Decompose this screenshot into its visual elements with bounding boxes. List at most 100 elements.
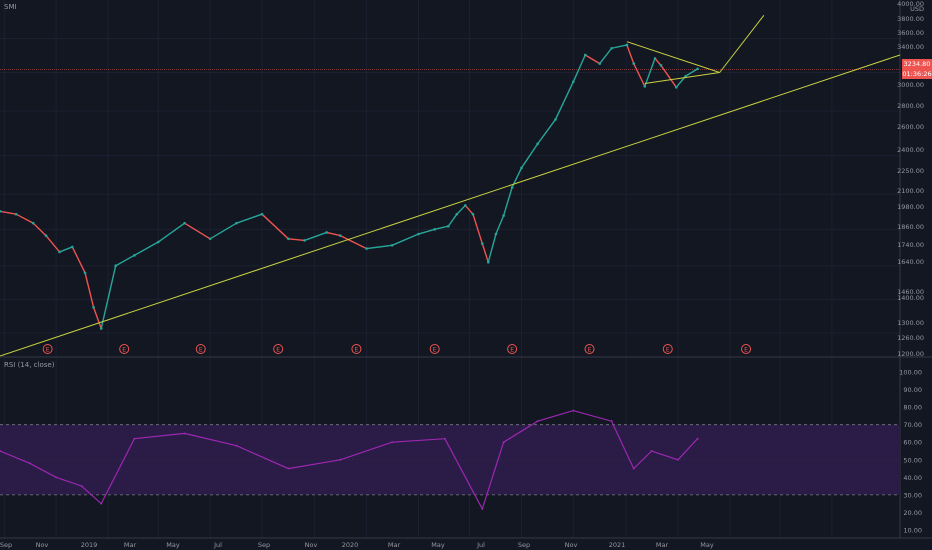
earnings-marker[interactable] xyxy=(429,344,440,354)
price-point xyxy=(494,232,498,236)
earnings-marker[interactable] xyxy=(273,344,284,354)
rsi-point xyxy=(481,507,484,510)
price-point xyxy=(632,62,636,65)
rsi-point xyxy=(28,462,31,465)
time-axis-label: 2020 xyxy=(342,541,359,549)
rsi-indicator-label[interactable]: RSI (14, close) xyxy=(4,361,55,369)
earnings-marker[interactable] xyxy=(584,344,595,354)
rsi-point xyxy=(443,437,446,440)
earnings-marker[interactable] xyxy=(351,344,362,354)
price-point xyxy=(325,231,328,234)
price-segment xyxy=(84,272,95,308)
price-point xyxy=(583,53,587,57)
price-point xyxy=(0,209,2,213)
time-axis-label: Nov xyxy=(305,541,318,549)
rsi-point xyxy=(287,467,290,470)
price-segment xyxy=(115,254,135,267)
price-point xyxy=(643,85,647,88)
price-segment xyxy=(572,54,586,82)
time-axis-label: Sep xyxy=(258,541,270,549)
trendline-triangle-upper[interactable] xyxy=(626,41,720,73)
earnings-marker[interactable] xyxy=(507,344,518,354)
rsi-point xyxy=(696,437,699,440)
rsi-axis-label: 40.00 xyxy=(903,474,922,482)
price-point xyxy=(610,46,613,50)
price-segment xyxy=(584,54,601,65)
price-segment xyxy=(537,119,557,145)
price-segment xyxy=(261,213,289,240)
price-axis-label: 2800.00 xyxy=(897,102,924,110)
price-point xyxy=(696,67,699,71)
earnings-marker-label: E xyxy=(433,347,437,354)
earnings-marker[interactable] xyxy=(119,344,130,354)
price-segment xyxy=(304,231,327,242)
price-segment xyxy=(209,222,237,240)
price-point xyxy=(502,214,505,217)
earnings-marker[interactable] xyxy=(195,344,206,354)
rsi-point xyxy=(80,485,83,488)
price-axis-label: 1980.00 xyxy=(897,203,924,211)
rsi-axis-label: 60.00 xyxy=(903,439,922,447)
earnings-marker-label: E xyxy=(744,347,748,354)
price-segment xyxy=(487,233,497,263)
price-segment xyxy=(134,241,159,256)
price-point xyxy=(208,237,212,241)
price-point xyxy=(99,327,103,330)
price-point xyxy=(156,240,160,244)
trendline-long-term-support[interactable] xyxy=(0,54,901,357)
price-segment xyxy=(626,44,635,64)
price-segment xyxy=(71,246,86,274)
price-segment xyxy=(495,215,505,235)
rsi-point xyxy=(572,409,575,412)
price-axis-label: 2250.00 xyxy=(897,167,924,175)
rsi-axis-label: 100.00 xyxy=(899,369,922,377)
price-segment xyxy=(434,225,449,231)
price-segment xyxy=(236,213,263,224)
price-segment xyxy=(481,243,489,263)
price-point xyxy=(486,260,490,264)
price-point xyxy=(471,212,475,216)
earnings-marker[interactable] xyxy=(42,344,53,354)
price-point xyxy=(625,43,629,47)
price-segment xyxy=(45,235,61,253)
trendline-triangle-lower[interactable] xyxy=(644,72,720,85)
time-axis-label: Jul xyxy=(476,541,485,549)
price-segment xyxy=(685,68,698,77)
price-point xyxy=(455,212,459,216)
rsi-axis-label: 30.00 xyxy=(903,491,922,499)
earnings-marker[interactable] xyxy=(741,344,752,354)
price-segment xyxy=(15,213,34,224)
price-segment xyxy=(326,231,341,237)
rsi-axis-label: 50.00 xyxy=(903,456,922,464)
rsi-point xyxy=(676,458,679,461)
price-point xyxy=(598,62,602,65)
symbol-label: SMI xyxy=(4,3,17,11)
trendline-projection[interactable] xyxy=(719,15,765,73)
price-point xyxy=(71,245,74,249)
time-axis-label: 2021 xyxy=(609,541,626,549)
time-axis-label: Jul xyxy=(213,541,222,549)
price-axis-label: 3400.00 xyxy=(897,43,924,51)
price-segment xyxy=(633,63,646,87)
price-segment xyxy=(59,246,73,253)
price-segment xyxy=(157,222,186,243)
price-segment xyxy=(502,187,513,216)
price-point xyxy=(260,212,264,216)
price-segment xyxy=(391,233,419,246)
price-axis-label: 1400.00 xyxy=(897,294,924,302)
price-point xyxy=(114,264,117,268)
earnings-marker-label: E xyxy=(199,347,203,354)
price-segment xyxy=(644,58,656,87)
price-segment xyxy=(447,213,458,227)
price-axis-label: 1740.00 xyxy=(897,241,924,249)
price-axis-label: 1640.00 xyxy=(897,258,924,266)
earnings-marker[interactable] xyxy=(662,344,673,354)
price-axis-label: USD xyxy=(910,5,924,13)
price-point xyxy=(58,250,61,254)
price-axis-label: 2400.00 xyxy=(897,146,924,154)
price-segment xyxy=(654,57,662,66)
price-point xyxy=(510,186,514,189)
rsi-point xyxy=(536,420,539,423)
